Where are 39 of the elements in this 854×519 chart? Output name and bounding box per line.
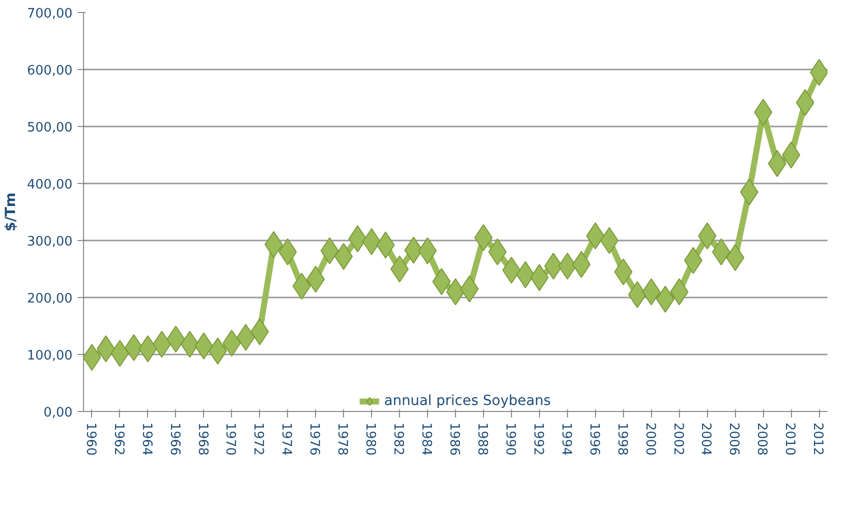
y-axis-title: $/Tm bbox=[3, 192, 20, 232]
x-tick-label: 2010 bbox=[782, 422, 798, 456]
x-tick-label: 1980 bbox=[362, 422, 378, 456]
x-tick-label: 1978 bbox=[334, 422, 350, 456]
x-tick-label: 1988 bbox=[474, 422, 490, 456]
x-tick-label: 1962 bbox=[110, 422, 126, 456]
point bbox=[782, 142, 800, 168]
legend-label: annual prices Soybeans bbox=[384, 393, 551, 409]
x-tick-label: 1994 bbox=[558, 422, 574, 456]
x-tick-label: 1960 bbox=[82, 422, 98, 456]
x-tick-label: 1998 bbox=[614, 422, 630, 456]
y-tick-label: 400,00 bbox=[27, 178, 73, 192]
y-tick-label: 200,00 bbox=[27, 292, 73, 306]
x-tick-label: 1984 bbox=[418, 422, 434, 456]
x-tick-label: 1976 bbox=[306, 422, 322, 456]
x-tick-label: 1970 bbox=[222, 422, 238, 456]
x-tick-label: 1992 bbox=[530, 422, 546, 456]
y-tick-label: 100,00 bbox=[27, 348, 73, 364]
x-tick-label: 1966 bbox=[166, 422, 182, 456]
x-tick-label: 2012 bbox=[810, 422, 826, 456]
y-tick-label: 700,00 bbox=[27, 6, 73, 22]
x-tick-label: 1964 bbox=[138, 422, 154, 456]
x-tick-label: 1986 bbox=[446, 422, 462, 456]
x-tick-label: 1968 bbox=[194, 422, 210, 456]
y-tick-label: 600,00 bbox=[27, 64, 73, 78]
x-tick-label: 1982 bbox=[390, 422, 406, 456]
y-tick-label: 0,00 bbox=[44, 406, 73, 420]
x-tick-label: 2008 bbox=[754, 422, 770, 456]
y-tick-label: 500,00 bbox=[27, 120, 73, 136]
x-tick-label: 1990 bbox=[502, 422, 518, 456]
y-tick-label: 300,00 bbox=[27, 234, 73, 250]
x-tick-label: 2006 bbox=[726, 422, 742, 456]
x-tick-label: 1972 bbox=[250, 422, 266, 456]
point bbox=[390, 256, 409, 282]
x-tick-label: 1974 bbox=[278, 422, 294, 456]
x-tick-label: 1996 bbox=[586, 422, 602, 456]
x-tick-label: 2004 bbox=[698, 422, 714, 456]
x-tick-label: 2000 bbox=[642, 422, 658, 456]
x-tick-label: 2002 bbox=[670, 422, 686, 456]
